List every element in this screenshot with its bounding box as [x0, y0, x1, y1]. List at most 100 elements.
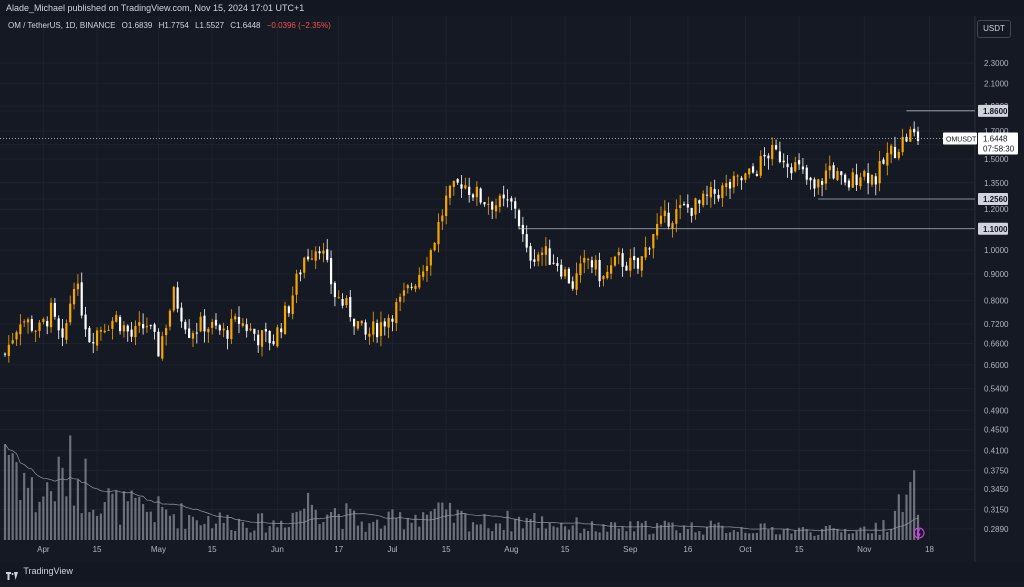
volume-bar — [352, 510, 356, 540]
last-price-label: 1.6448 — [983, 134, 1008, 143]
candle-body — [913, 128, 916, 133]
volume-bar — [909, 482, 912, 540]
x-tick-label: Jun — [271, 545, 284, 554]
candle-body — [836, 170, 839, 181]
volume-bar — [69, 435, 72, 540]
volume-bar — [748, 533, 751, 540]
volume-bar — [310, 504, 313, 540]
candle-body — [253, 328, 256, 334]
currency-button[interactable]: USDT — [977, 20, 1011, 38]
volume-bar — [778, 534, 781, 540]
candle-body — [61, 328, 64, 338]
volume-bar — [11, 453, 14, 540]
volume-bar — [3, 444, 7, 540]
candle-body — [165, 328, 168, 336]
x-tick-label: 15 — [442, 545, 451, 554]
candle-body — [759, 156, 762, 176]
volume-bar — [602, 524, 605, 540]
volume-bar — [575, 517, 578, 540]
volume-ma-line — [4, 443, 919, 532]
volume-bar — [176, 528, 179, 540]
volume-bar — [402, 529, 406, 540]
candle-body — [299, 272, 302, 275]
candle-body — [422, 271, 425, 277]
volume-bar — [744, 532, 747, 540]
volume-bar — [23, 472, 26, 540]
volume-bar — [675, 530, 678, 540]
volume-bar — [429, 511, 432, 540]
y-tick-label: 2.1000 — [984, 80, 1009, 89]
volume-bar — [84, 458, 87, 540]
candle-body — [483, 202, 486, 205]
y-tick-label: 0.6600 — [984, 339, 1009, 348]
candle-body — [890, 145, 893, 155]
volume-bar — [149, 511, 152, 540]
volume-bar — [679, 533, 682, 540]
candle-body — [590, 260, 594, 268]
volume-bar — [360, 521, 363, 540]
candle-body — [195, 332, 198, 334]
volume-bar — [483, 514, 486, 540]
candle-body — [161, 336, 164, 359]
candle-body — [314, 251, 317, 261]
volume-bar — [92, 509, 95, 540]
volume-bar — [422, 512, 425, 540]
volume-bar — [368, 523, 371, 540]
volume-bar — [345, 503, 348, 540]
volume-bar — [740, 527, 743, 540]
candle-body — [199, 316, 202, 332]
volume-bar — [364, 531, 367, 540]
volume-bar — [391, 509, 394, 540]
candle-body — [130, 329, 133, 337]
change-value: −0.0396 (−2.35%) — [266, 21, 331, 30]
price-level-tag — [978, 192, 1008, 205]
volume-bar — [763, 523, 766, 540]
volume-bar — [790, 533, 793, 540]
candle-body — [268, 330, 271, 344]
volume-bar — [636, 521, 640, 540]
candle-body — [548, 248, 551, 265]
candle-body — [115, 314, 118, 322]
y-tick-label: 0.4900 — [984, 406, 1009, 415]
candle-body — [552, 262, 555, 264]
volume-bar — [514, 518, 517, 540]
lightning-icon — [913, 527, 925, 539]
x-tick-label: 15 — [208, 545, 217, 554]
volume-bar — [579, 533, 582, 540]
candle-body — [682, 203, 686, 205]
y-tick-label: 0.5400 — [984, 385, 1009, 394]
volume-bar — [283, 527, 287, 540]
volume-bar — [34, 512, 37, 540]
volume-bar — [759, 523, 762, 540]
price-chart[interactable]: 2.30002.10001.90001.86001.70001.60001.50… — [0, 0, 1024, 562]
candle-body — [30, 319, 33, 331]
volume-bar — [287, 527, 290, 540]
candle-body — [817, 179, 820, 188]
high-value: H1.7754 — [158, 21, 189, 30]
y-tick-label: 1.2000 — [984, 205, 1009, 214]
candle-body — [126, 325, 129, 332]
candle-body — [514, 201, 517, 209]
candle-body — [844, 174, 847, 183]
volume-bar — [644, 520, 647, 540]
volume-bar — [107, 488, 110, 540]
candle-body — [640, 256, 643, 271]
candle-body — [748, 168, 751, 175]
candle-body — [560, 264, 563, 277]
close-value: C1.6448 — [230, 21, 261, 30]
candle-body — [901, 136, 904, 153]
candle-body — [740, 177, 743, 181]
volume-bar — [272, 520, 275, 540]
volume-bar — [38, 501, 41, 540]
candle-body — [648, 248, 651, 250]
candle-body — [870, 174, 874, 185]
volume-bar — [168, 515, 172, 540]
candle-body — [571, 281, 574, 289]
volume-bar — [916, 514, 920, 540]
volume-bar — [491, 531, 494, 540]
candle-body — [510, 198, 513, 202]
x-tick-label: May — [151, 545, 166, 554]
volume-bar — [613, 522, 617, 540]
y-tick-label: 0.3450 — [984, 485, 1009, 494]
price-level-label: 1.8600 — [983, 107, 1008, 116]
